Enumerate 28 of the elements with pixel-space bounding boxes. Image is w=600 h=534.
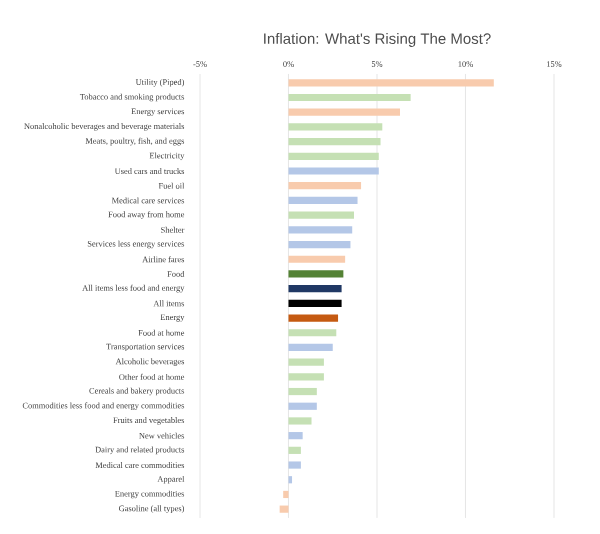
bar	[288, 123, 383, 131]
bar	[288, 152, 379, 160]
bar	[288, 226, 353, 234]
bar	[288, 138, 381, 146]
bar	[288, 196, 358, 205]
bar	[288, 343, 333, 352]
bar	[288, 240, 351, 249]
bar	[288, 211, 354, 219]
bar	[288, 255, 346, 263]
bar	[288, 108, 400, 116]
bar	[288, 182, 362, 190]
bar	[288, 358, 324, 366]
bar	[288, 79, 494, 87]
bar	[288, 402, 317, 410]
bar	[288, 446, 301, 454]
bar	[288, 167, 379, 175]
bar	[288, 314, 339, 322]
bar	[288, 329, 337, 337]
bar	[288, 417, 312, 425]
bar	[288, 270, 344, 278]
bar	[283, 490, 289, 499]
bar	[288, 373, 324, 381]
bar	[288, 93, 411, 102]
bar	[288, 432, 303, 440]
bar	[288, 461, 301, 469]
bar	[288, 299, 342, 307]
bar	[288, 387, 317, 396]
bar	[288, 285, 342, 293]
